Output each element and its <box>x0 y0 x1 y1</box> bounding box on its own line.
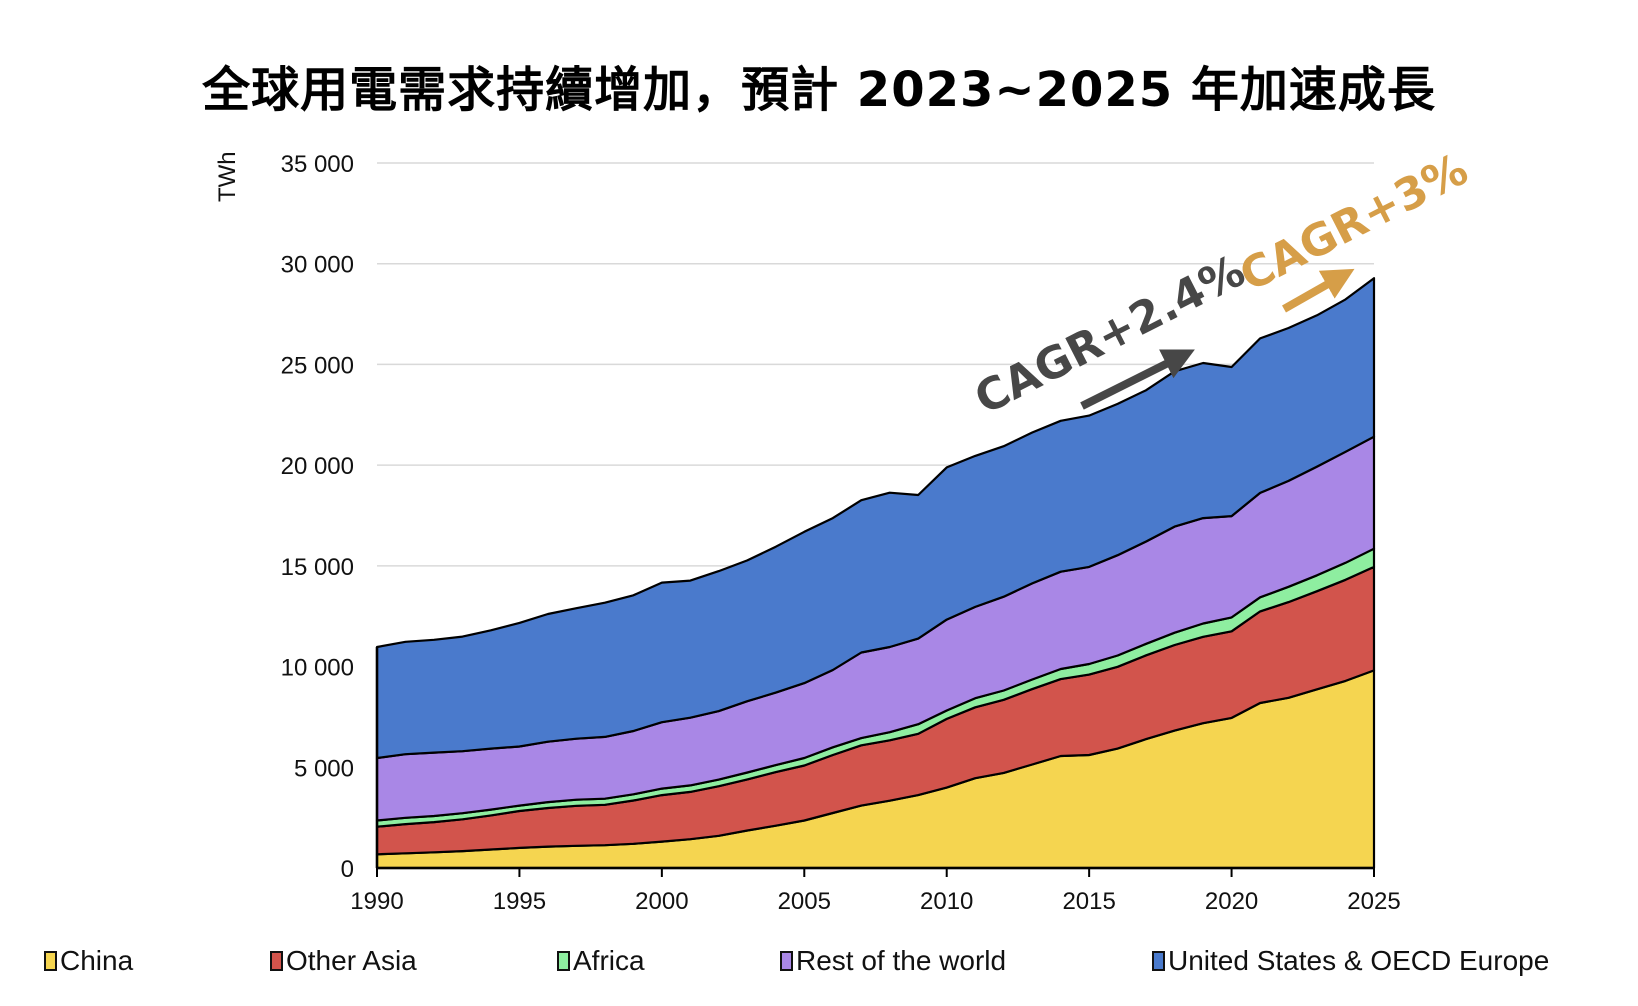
legend-swatch <box>1152 951 1165 971</box>
legend-item: United States & OECD Europe <box>1152 945 1549 977</box>
legend-label: Rest of the world <box>796 945 1007 976</box>
y-tick-label: 35 000 <box>281 151 354 178</box>
y-tick-label: 10 000 <box>281 655 354 682</box>
x-tick-label: 2010 <box>920 888 973 915</box>
x-tick-label: 1990 <box>350 888 403 915</box>
chart-title: 全球用電需求持續增加，預計 2023~2025 年加速成長 <box>202 62 1436 118</box>
legend-label: Other Asia <box>286 945 417 976</box>
y-tick-label: 20 000 <box>281 453 354 480</box>
legend-item: Africa <box>557 945 645 977</box>
annotation-cagr-3: CAGR+3% <box>1232 144 1476 313</box>
x-tick-label: 2000 <box>635 888 688 915</box>
y-tick-label: 5 000 <box>294 755 354 782</box>
legend-swatch <box>557 951 570 971</box>
x-tick-label: 2020 <box>1205 888 1258 915</box>
tick-labels: 0 5 000 10 000 15 000 20 000 25 000 30 000 35 0… <box>281 151 1401 915</box>
legend-label: Africa <box>573 945 645 976</box>
area-united-states-oecd-europe <box>375 277 1376 760</box>
y-tick-label: 15 000 <box>281 554 354 581</box>
area-series <box>375 277 1376 870</box>
y-tick-label: 30 000 <box>281 252 354 279</box>
x-tick-label: 2015 <box>1062 888 1115 915</box>
x-tick-label: 1995 <box>493 888 546 915</box>
legend-item: Other Asia <box>270 945 417 977</box>
legend-swatch <box>270 951 283 971</box>
y-tick-label: 0 <box>341 856 354 883</box>
arrow-icon <box>1080 349 1195 410</box>
arrow-icon <box>1282 268 1355 313</box>
legend-swatch <box>44 951 57 971</box>
axes <box>375 647 1375 877</box>
y-axis-label: TWh <box>214 151 241 202</box>
legend-item: Rest of the world <box>780 945 1006 977</box>
legend-label: China <box>60 945 134 976</box>
legend: China Other Asia Africa Rest of the world Un… <box>0 945 1638 985</box>
y-tick-label: 25 000 <box>281 352 354 379</box>
legend-item: China <box>44 945 133 977</box>
cagr-label: CAGR+3% <box>1232 144 1476 302</box>
x-tick-label: 2025 <box>1347 888 1400 915</box>
legend-label: United States & OECD Europe <box>1168 945 1550 976</box>
legend-swatch <box>780 951 793 971</box>
x-tick-label: 2005 <box>778 888 831 915</box>
